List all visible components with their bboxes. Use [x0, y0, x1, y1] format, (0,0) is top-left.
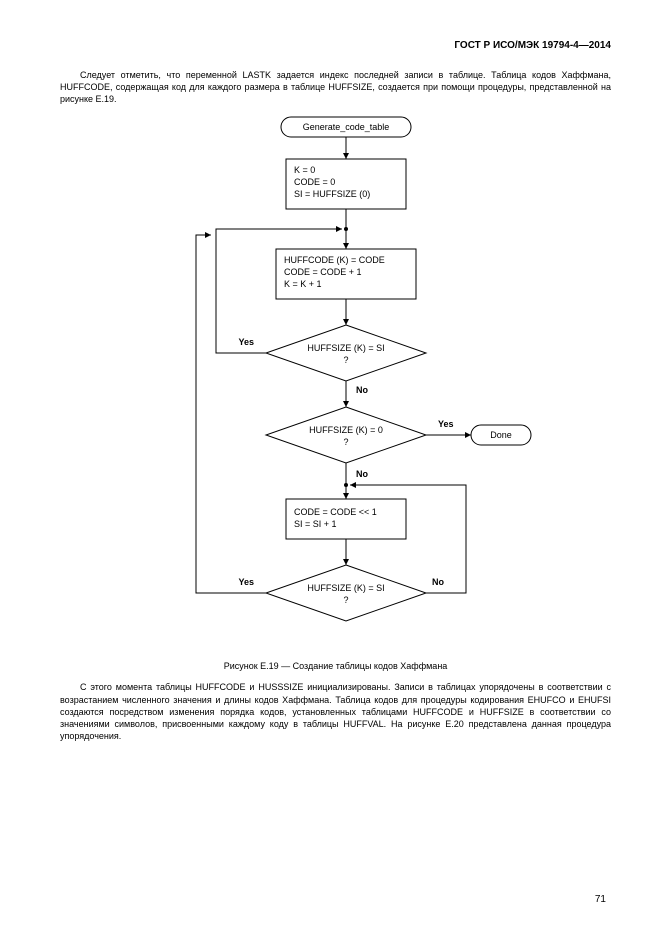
init-line3: SI = HUFFSIZE (0) — [294, 189, 370, 199]
d1-l1: HUFFSIZE (K) = SI — [307, 343, 384, 353]
loop-l2: CODE = CODE + 1 — [284, 267, 362, 277]
d2-l1: HUFFSIZE (K) = 0 — [309, 425, 383, 435]
paragraph-top: Следует отметить, что переменной LASTK з… — [60, 69, 611, 105]
doc-header: ГОСТ Р ИСО/МЭК 19794-4—2014 — [60, 40, 611, 51]
no-label-1: No — [356, 385, 368, 395]
loop-l1: HUFFCODE (K) = CODE — [284, 255, 385, 265]
figure-caption: Рисунок E.19 — Создание таблицы кодов Ха… — [60, 661, 611, 671]
d3-l1: HUFFSIZE (K) = SI — [307, 583, 384, 593]
flowchart: Generate_code_table K = 0 CODE = 0 SI = … — [126, 115, 546, 655]
no-label-2: No — [356, 469, 368, 479]
d2-l2: ? — [343, 437, 348, 447]
outer-back-line — [196, 235, 266, 593]
yes-label-3: Yes — [238, 577, 254, 587]
paragraph-bottom: С этого момента таблицы HUFFCODE и HUSSS… — [60, 681, 611, 742]
init-line1: K = 0 — [294, 165, 315, 175]
join-dot-1 — [344, 227, 348, 231]
yes-label-1: Yes — [238, 337, 254, 347]
page-number: 71 — [595, 894, 606, 905]
shift-l2: SI = SI + 1 — [294, 519, 337, 529]
decision-3 — [266, 565, 426, 621]
join-dot-2 — [344, 483, 348, 487]
arrowhead-icon — [336, 226, 342, 232]
arrowhead-icon — [350, 482, 356, 488]
no-label-3: No — [432, 577, 444, 587]
shift-l1: CODE = CODE << 1 — [294, 507, 377, 517]
init-line2: CODE = 0 — [294, 177, 335, 187]
arrowhead-icon — [205, 232, 211, 238]
d3-l2: ? — [343, 595, 348, 605]
yes-label-2: Yes — [438, 419, 454, 429]
decision-1 — [266, 325, 426, 381]
decision-2 — [266, 407, 426, 463]
start-label: Generate_code_table — [302, 122, 389, 132]
loop-l3: K = K + 1 — [284, 279, 322, 289]
done-label: Done — [490, 430, 512, 440]
d1-l2: ? — [343, 355, 348, 365]
